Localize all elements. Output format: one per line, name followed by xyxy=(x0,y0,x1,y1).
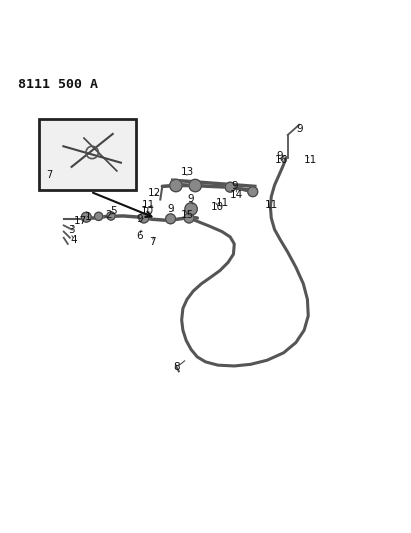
Circle shape xyxy=(95,212,103,221)
Text: 9: 9 xyxy=(136,214,143,224)
Text: 11: 11 xyxy=(265,200,278,210)
Text: 10: 10 xyxy=(211,202,224,212)
Circle shape xyxy=(189,180,201,192)
Circle shape xyxy=(170,180,182,192)
Text: 11: 11 xyxy=(304,155,317,165)
Text: 9: 9 xyxy=(188,193,194,204)
Text: 7: 7 xyxy=(149,237,155,247)
Text: 16: 16 xyxy=(275,155,288,165)
Text: 13: 13 xyxy=(180,167,194,177)
Text: 9: 9 xyxy=(276,150,283,160)
Circle shape xyxy=(81,212,91,222)
Circle shape xyxy=(139,213,149,223)
Bar xyxy=(39,118,136,190)
Text: 12: 12 xyxy=(148,188,161,198)
Text: 15: 15 xyxy=(180,210,194,220)
Circle shape xyxy=(248,187,258,197)
Text: 1: 1 xyxy=(85,212,92,222)
Text: 11: 11 xyxy=(141,200,155,210)
Text: 3: 3 xyxy=(69,224,75,235)
Text: 6: 6 xyxy=(136,231,143,241)
Text: 10: 10 xyxy=(141,206,154,216)
Text: 5: 5 xyxy=(110,206,116,216)
Text: 9: 9 xyxy=(167,204,174,214)
Text: 8: 8 xyxy=(173,362,180,372)
Text: 7: 7 xyxy=(46,170,53,180)
Circle shape xyxy=(185,203,197,215)
Circle shape xyxy=(166,214,175,224)
Circle shape xyxy=(184,213,194,223)
Text: 9: 9 xyxy=(297,124,303,134)
Text: 17: 17 xyxy=(74,216,87,227)
Text: 9: 9 xyxy=(231,181,238,191)
Circle shape xyxy=(107,212,115,220)
Text: 11: 11 xyxy=(215,198,229,208)
Text: 4: 4 xyxy=(71,235,77,245)
Text: 8111 500 A: 8111 500 A xyxy=(18,78,99,91)
Text: 2: 2 xyxy=(106,210,112,220)
Text: 14: 14 xyxy=(230,190,243,199)
Circle shape xyxy=(225,182,235,192)
